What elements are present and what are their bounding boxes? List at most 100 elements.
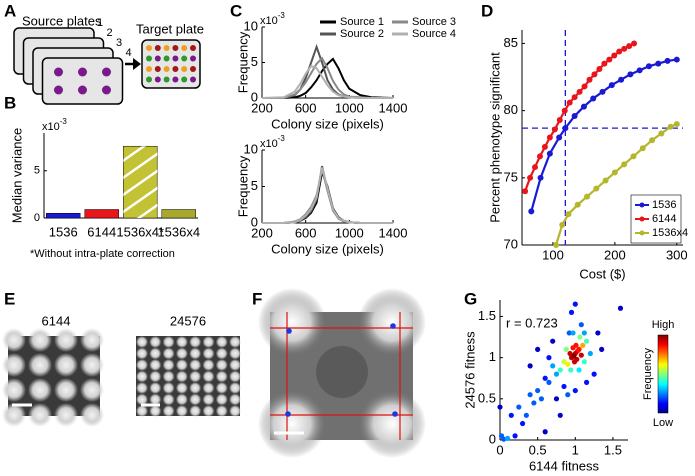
colony	[215, 336, 228, 348]
colony	[149, 336, 162, 348]
well	[146, 55, 152, 62]
colorbar	[657, 334, 669, 414]
point	[599, 346, 605, 353]
well	[102, 67, 111, 77]
point	[566, 99, 573, 106]
x-tick-label: 0.5	[529, 442, 547, 457]
point	[602, 177, 609, 184]
colony	[149, 393, 162, 406]
point	[573, 342, 579, 348]
colony	[189, 336, 202, 348]
point	[658, 130, 665, 137]
series-line	[262, 43, 393, 99]
legend-label: 1536	[652, 199, 676, 211]
point	[550, 338, 556, 344]
x-tick-label: 1400	[379, 100, 408, 115]
colony	[136, 370, 148, 383]
y-scale-base: x10	[42, 121, 60, 133]
plate	[41, 57, 124, 105]
point	[553, 371, 560, 377]
y-tick-label: 0.5	[478, 390, 496, 405]
point	[562, 125, 569, 132]
colony	[202, 393, 215, 406]
well	[154, 45, 161, 51]
well	[78, 85, 87, 95]
point	[601, 60, 608, 67]
colony	[2, 353, 26, 377]
point	[541, 143, 548, 150]
well	[154, 55, 161, 62]
colony	[215, 382, 228, 394]
colony	[28, 403, 52, 427]
image-label: 24576	[170, 313, 206, 328]
bar	[84, 209, 119, 219]
point	[522, 188, 529, 195]
colony	[175, 382, 188, 394]
colony	[2, 328, 26, 352]
point	[542, 375, 548, 381]
point	[546, 355, 552, 361]
point	[565, 392, 571, 398]
colony	[229, 370, 242, 383]
colony	[162, 370, 175, 383]
legend-marker	[639, 230, 645, 236]
colony	[215, 347, 228, 360]
point	[568, 367, 574, 373]
image-label: 6144	[42, 313, 71, 328]
point	[618, 76, 625, 83]
point	[565, 211, 572, 218]
point	[664, 57, 671, 64]
well	[154, 66, 161, 72]
colony	[162, 359, 175, 371]
well	[190, 55, 196, 62]
legend-label: Source 2	[340, 28, 384, 40]
point	[583, 338, 590, 344]
point	[616, 48, 623, 55]
point	[557, 412, 563, 418]
colorbar-high: High	[652, 319, 675, 331]
point	[512, 433, 518, 439]
point	[561, 383, 567, 390]
center-dot	[392, 411, 398, 417]
x-tick-label: 1536x4	[157, 224, 200, 239]
point	[673, 56, 680, 63]
colony	[149, 370, 162, 383]
well	[163, 76, 170, 83]
point	[574, 201, 581, 208]
colony	[202, 359, 215, 371]
point	[608, 82, 615, 89]
colony	[2, 403, 26, 427]
point	[567, 350, 573, 357]
colony	[189, 347, 202, 360]
point	[649, 137, 656, 144]
x-tick-label: 1000	[335, 100, 364, 115]
colony	[215, 359, 228, 371]
y-scale: x10-3	[260, 11, 285, 27]
well	[181, 55, 188, 62]
y-axis-label: Median variance	[9, 128, 24, 223]
point	[577, 334, 583, 340]
point	[571, 353, 577, 359]
point	[621, 45, 628, 52]
well	[172, 76, 179, 83]
point	[527, 363, 533, 369]
point	[504, 435, 511, 441]
panel-label: E	[4, 289, 15, 308]
point	[581, 83, 588, 90]
well	[172, 55, 179, 62]
arrow-head	[133, 58, 141, 70]
colony	[80, 328, 104, 352]
y-axis-label: Frequency	[235, 31, 250, 93]
point	[546, 134, 553, 141]
colony	[229, 382, 242, 394]
colony	[2, 378, 26, 402]
point	[523, 412, 529, 418]
colony	[136, 382, 148, 394]
x-axis-label: Colony size (pixels)	[271, 116, 384, 131]
footnote: *Without intra-plate correction	[30, 248, 175, 260]
well	[54, 67, 63, 77]
y-tick-label: 85	[504, 35, 518, 50]
point	[528, 208, 535, 215]
y-scale-exponent: -3	[278, 134, 286, 143]
